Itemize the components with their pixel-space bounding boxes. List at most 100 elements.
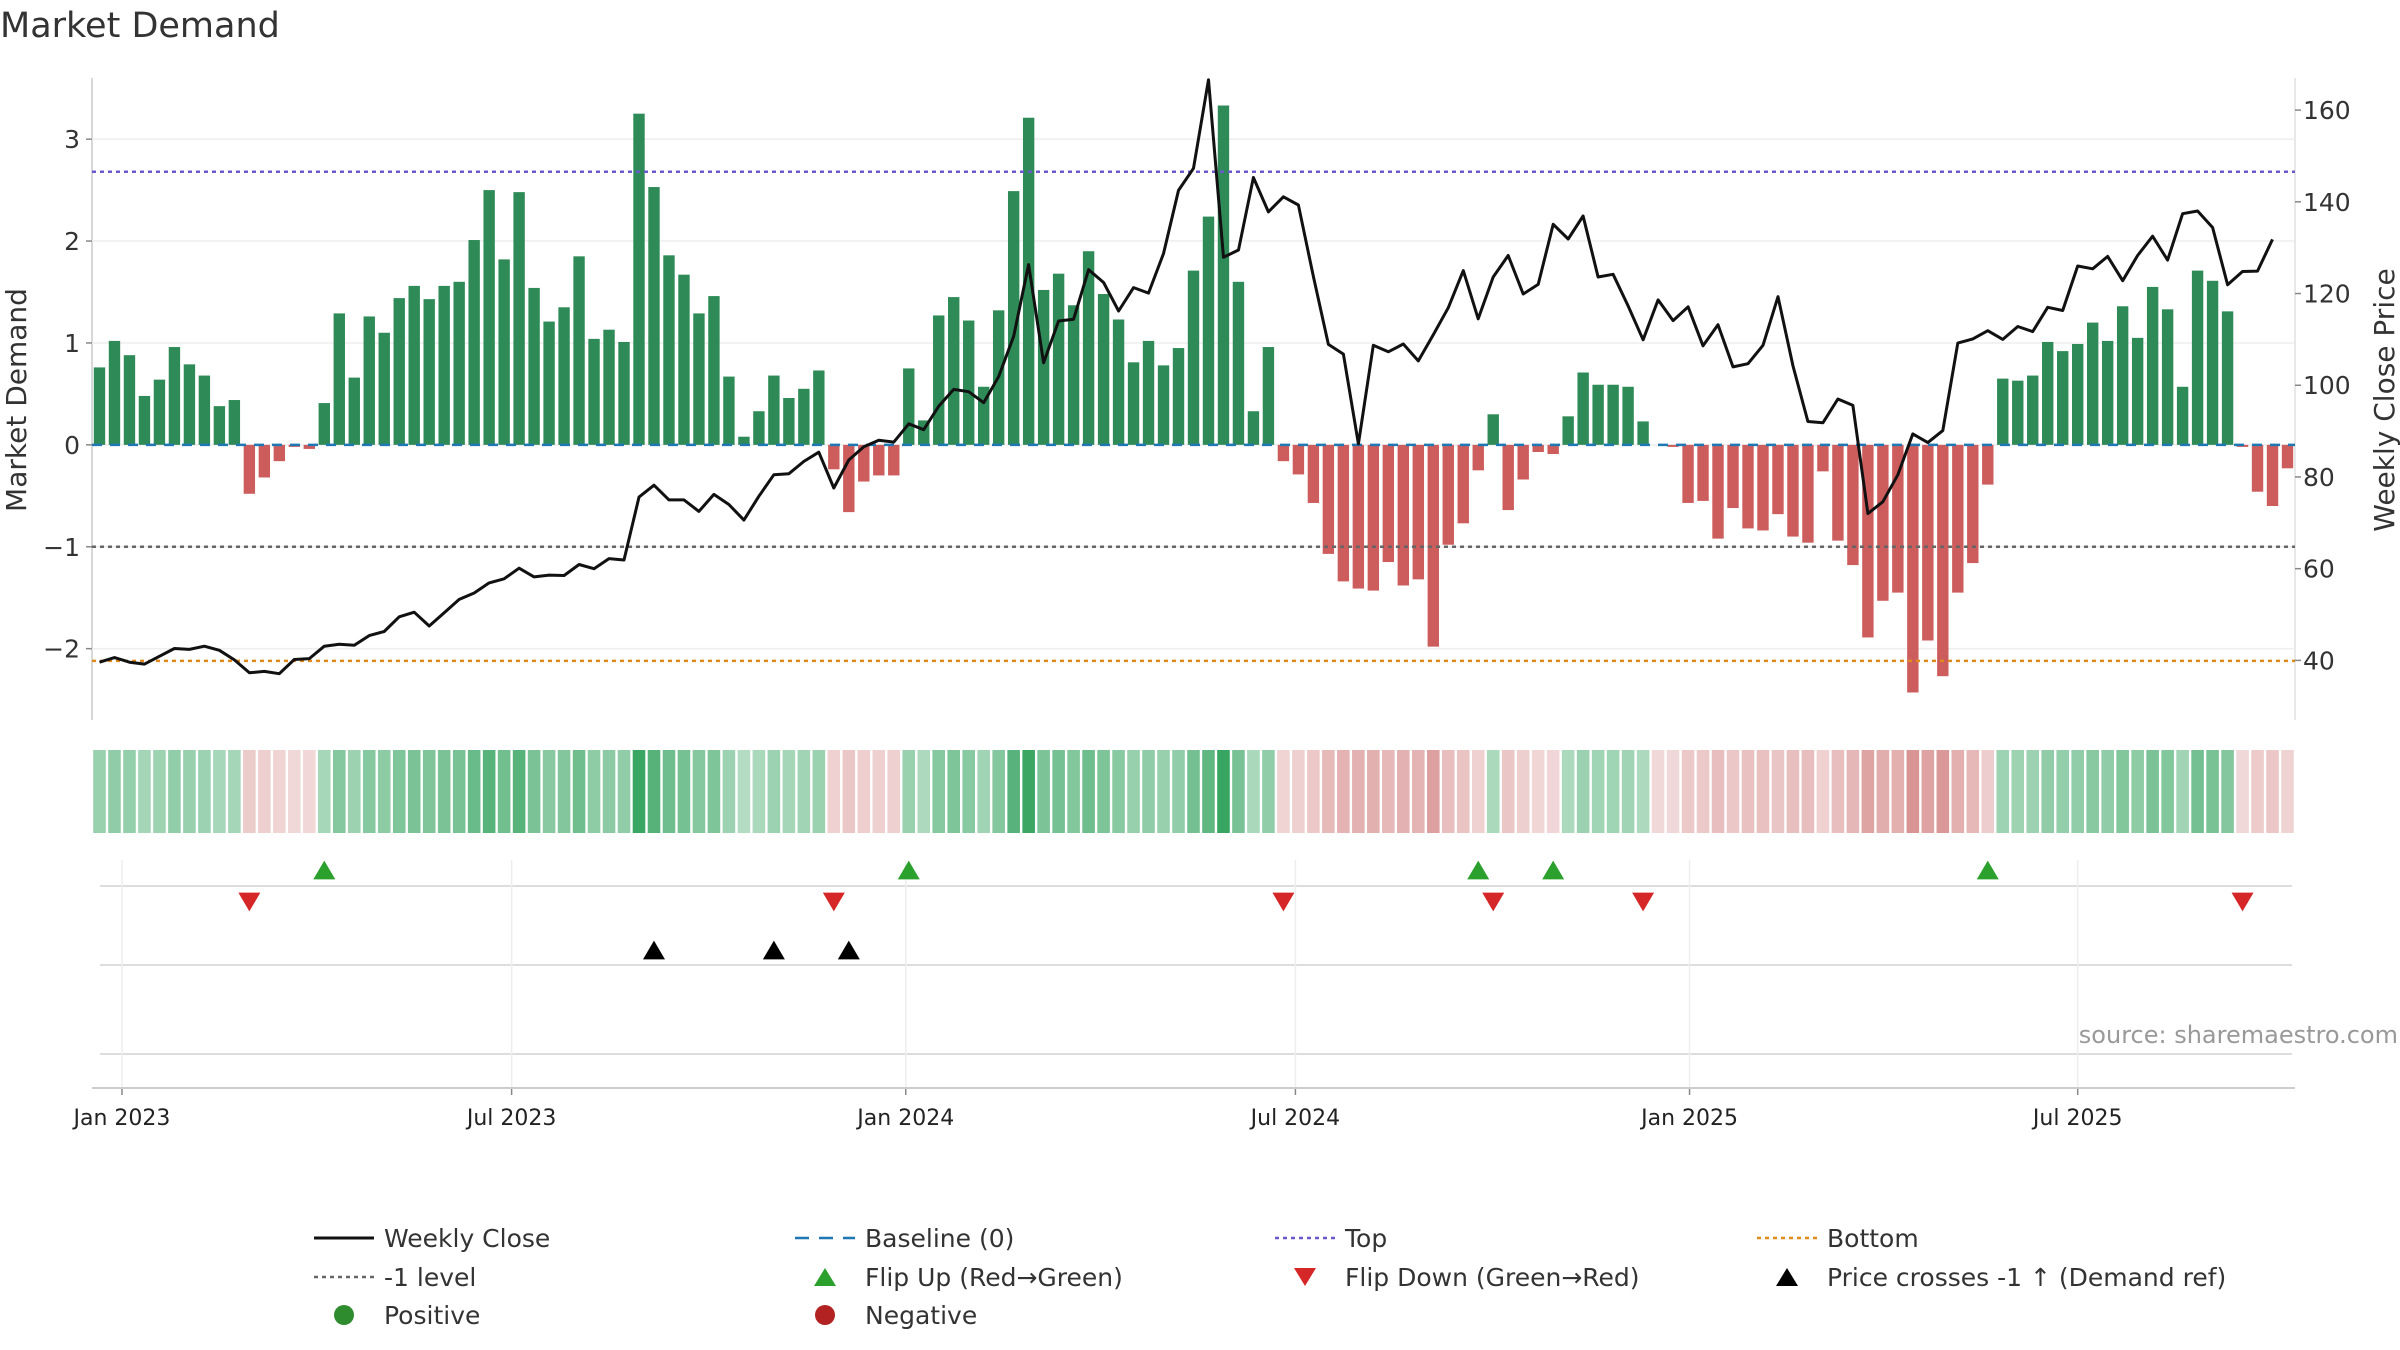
heat-cell (992, 750, 1005, 833)
demand-bar-positive (2086, 322, 2099, 445)
demand-bar-positive (963, 320, 975, 445)
heat-cell (1172, 750, 1185, 833)
demand-bar-positive (1112, 319, 1125, 445)
demand-bar-negative (1967, 444, 1979, 564)
heat-cell (1127, 750, 1140, 833)
heat-cell (1621, 750, 1635, 833)
demand-bar-positive (2206, 280, 2219, 445)
legend-item: Bottom (1757, 1224, 1919, 1253)
demand-bar-negative (1502, 444, 1514, 511)
heat-cell (437, 750, 451, 833)
heat-cell (902, 750, 916, 833)
demand-bar-negative (1952, 444, 1964, 593)
heat-cell (2086, 750, 2099, 833)
demand-bar-positive (977, 386, 990, 445)
heat-cell (632, 750, 646, 833)
heat-cell (123, 750, 136, 833)
heat-cell (1292, 750, 1305, 833)
demand-bar-negative (1532, 444, 1544, 452)
heat-cell (1277, 750, 1290, 833)
legend-item: Price crosses -1 ↑ (Demand ref) (1776, 1263, 2226, 1292)
legend-label: Positive (384, 1301, 480, 1330)
heat-cell (228, 750, 241, 833)
heat-cell (1456, 750, 1470, 833)
heat-cell (1966, 750, 1980, 833)
demand-bar-positive (408, 285, 420, 445)
demand-bar-negative (1817, 444, 1829, 472)
demand-bar-positive (213, 406, 226, 445)
demand-bar-negative (828, 444, 840, 470)
heat-cell (1921, 750, 1935, 833)
heat-cell (572, 750, 586, 833)
heat-cell (1861, 750, 1875, 833)
demand-bar-negative (258, 444, 271, 478)
heat-cell (797, 750, 811, 833)
heat-cell (1546, 750, 1560, 833)
heat-cell (2221, 750, 2234, 833)
legend-item: Baseline (0) (795, 1224, 1014, 1253)
heat-cell (347, 750, 361, 833)
heat-cell (1591, 750, 1605, 833)
heat-cell (677, 750, 691, 833)
heat-cell (1741, 750, 1755, 833)
demand-bar-negative (1937, 444, 1949, 677)
heat-cell (1247, 750, 1260, 833)
demand-bar-negative (888, 444, 900, 476)
demand-bar-positive (1022, 117, 1035, 445)
heat-cell (1681, 750, 1695, 833)
legend-item: Negative (815, 1301, 977, 1330)
demand-bar-positive (153, 379, 166, 445)
heat-cell (1037, 750, 1050, 833)
heat-cell (198, 750, 211, 833)
heat-cell (1157, 750, 1170, 833)
heat-cell (1726, 750, 1740, 833)
heat-cell (887, 750, 901, 833)
demand-bar-positive (1622, 386, 1634, 445)
heat-cell (332, 750, 346, 833)
legend-label: -1 level (384, 1263, 476, 1292)
demand-bar-positive (1997, 378, 2009, 445)
heat-cell (947, 750, 961, 833)
heat-cell (1771, 750, 1785, 833)
heat-cell (2206, 750, 2219, 833)
heat-cell (362, 750, 376, 833)
demand-bar-positive (333, 313, 345, 445)
demand-bar-negative (1832, 444, 1844, 541)
demand-bar-positive (123, 355, 136, 445)
y-tick-label: 3 (64, 125, 80, 154)
demand-bar-negative (1517, 444, 1529, 480)
heat-cell (1232, 750, 1245, 833)
x-tick-label: Jan 2023 (72, 1106, 171, 1131)
heat-cell (1951, 750, 1965, 833)
demand-bar-positive (2191, 270, 2204, 445)
heat-cell (2236, 750, 2249, 833)
legend-label: Flip Up (Red→Green) (865, 1263, 1123, 1292)
heat-cell (1516, 750, 1530, 833)
legend-label: Weekly Close (384, 1224, 550, 1253)
demand-bar-positive (1217, 105, 1230, 445)
heat-cell (1576, 750, 1590, 833)
demand-bar-positive (1637, 421, 1649, 445)
y-axis-left-label: Market Demand (0, 288, 33, 512)
legend-item: Flip Down (Green→Red) (1294, 1263, 1640, 1292)
heat-cell (1352, 750, 1365, 833)
x-tick-label: Jul 2025 (2031, 1106, 2123, 1131)
demand-bar-positive (588, 338, 600, 445)
demand-bar-negative (1877, 444, 1889, 601)
demand-bar-negative (1892, 444, 1904, 593)
heat-cell (1441, 750, 1455, 833)
legend-item: Weekly Close (314, 1224, 550, 1253)
demand-bar-positive (483, 190, 495, 445)
heat-cell (407, 750, 421, 833)
price-cross-marker (837, 940, 860, 960)
demand-bar-negative (2281, 444, 2294, 469)
heat-cell (1666, 750, 1680, 833)
flip-down-marker (1632, 892, 1655, 912)
x-tick-label: Jan 2024 (855, 1106, 954, 1131)
heat-cell (1367, 750, 1380, 833)
demand-bar-positive (498, 259, 510, 445)
demand-bar-negative (1907, 444, 1919, 693)
y-tick-label: 0 (64, 431, 80, 460)
heat-cell (273, 750, 286, 833)
demand-bar-positive (138, 395, 151, 445)
